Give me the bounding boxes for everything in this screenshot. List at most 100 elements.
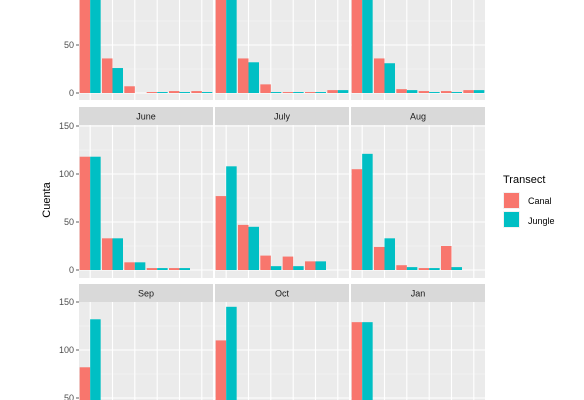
y-tick-label: 100: [59, 169, 74, 179]
bar-canal: [282, 256, 294, 270]
bar-canal: [191, 91, 202, 93]
bar-jungle: [315, 92, 326, 93]
bar-canal: [418, 91, 430, 93]
bar-canal: [374, 246, 385, 270]
legend-label-canal: Canal: [528, 196, 552, 206]
bar-canal: [351, 0, 363, 93]
bar-jungle: [179, 268, 190, 270]
facet-panel-july: July: [215, 107, 349, 278]
facet-panel-row1-2: [351, 0, 485, 100]
bar-canal: [282, 92, 294, 93]
bar-jungle: [270, 266, 282, 270]
legend-title: Transect: [503, 174, 545, 186]
bar-canal: [463, 90, 474, 93]
y-tick-label: 100: [59, 0, 74, 2]
panel-background: [215, 125, 349, 278]
bar-canal: [441, 246, 452, 270]
bar-canal: [102, 238, 113, 270]
bar-jungle: [293, 92, 304, 93]
bar-canal: [124, 262, 135, 270]
facet-panel-jan: Jan: [351, 284, 485, 400]
bar-jungle: [293, 266, 304, 270]
y-tick-label: 0: [69, 265, 74, 275]
bar-jungle: [270, 92, 282, 93]
panel-background: [351, 125, 485, 278]
bar-canal: [305, 92, 316, 93]
bar-jungle: [226, 306, 237, 400]
panel-background: [351, 0, 485, 100]
bar-jungle: [451, 92, 462, 93]
bar-canal: [351, 322, 363, 400]
bar-jungle: [384, 238, 395, 270]
bar-jungle: [429, 92, 440, 93]
bar-jungle: [362, 0, 373, 93]
panel-background: [79, 302, 213, 400]
bar-jungle: [337, 90, 349, 93]
y-tick-label: 50: [64, 40, 74, 50]
facet-panel-sep: Sep 50 100 150: [59, 284, 213, 400]
bar-canal: [146, 268, 158, 270]
facet-strip: [215, 284, 349, 302]
panel-background: [215, 0, 349, 100]
legend-swatch-canal: [504, 193, 519, 208]
bar-jungle: [179, 92, 190, 93]
panels-layer: 0 50 100 June 0 50 100 150 July Aug Sep 50 100 150 Oct…: [59, 0, 485, 400]
bar-canal: [215, 0, 227, 93]
facet-strip: [79, 284, 213, 302]
y-tick-label: 150: [59, 121, 74, 131]
bar-canal: [146, 92, 158, 93]
facet-strip-label: Aug: [410, 112, 426, 122]
bar-jungle: [90, 156, 101, 270]
facet-panel-row1-0: 0 50 100: [59, 0, 213, 100]
bar-canal: [305, 261, 316, 270]
bar-canal: [351, 169, 363, 270]
bar-canal: [238, 58, 249, 93]
facet-strip-label: Jan: [411, 289, 426, 299]
bar-jungle: [157, 268, 168, 270]
panel-background: [215, 302, 349, 400]
legend-label-jungle: Jungle: [528, 216, 555, 226]
y-tick-label: 50: [64, 217, 74, 227]
bar-jungle: [315, 261, 326, 270]
bar-canal: [79, 367, 91, 400]
bar-canal: [396, 265, 407, 270]
bar-canal: [441, 91, 452, 93]
bar-canal: [169, 268, 180, 270]
facet-strip-label: June: [136, 112, 156, 122]
facet-strip: [79, 107, 213, 125]
bar-jungle: [362, 153, 373, 270]
bar-jungle: [406, 267, 418, 270]
facet-strip-label: Oct: [275, 289, 290, 299]
facet-strip-label: Sep: [138, 289, 154, 299]
bar-jungle: [226, 0, 237, 93]
bar-canal: [238, 224, 249, 270]
bar-jungle: [201, 92, 213, 93]
bar-jungle: [112, 68, 123, 93]
bar-canal: [169, 91, 180, 93]
bar-jungle: [157, 92, 168, 93]
bar-jungle: [248, 62, 259, 93]
bar-jungle: [429, 268, 440, 270]
y-axis-title: Cuenta: [41, 181, 53, 217]
facet-strip: [215, 107, 349, 125]
bar-canal: [102, 58, 113, 93]
bar-canal: [260, 84, 271, 93]
facet-panel-row1-1: [215, 0, 349, 100]
facet-panel-june: June 0 50 100 150: [59, 107, 213, 278]
bar-jungle: [226, 166, 237, 270]
bar-canal: [124, 86, 135, 93]
bar-canal: [79, 156, 91, 270]
panel-background: [79, 0, 213, 100]
facet-panel-oct: Oct: [215, 284, 349, 400]
bar-jungle: [90, 0, 101, 93]
bar-canal: [215, 340, 227, 400]
bar-canal: [418, 268, 430, 270]
bar-jungle: [134, 262, 146, 270]
bar-jungle: [90, 319, 101, 400]
bar-canal: [260, 255, 271, 270]
bar-jungle: [473, 90, 485, 93]
y-tick-label: 0: [69, 88, 74, 98]
legend-swatch-jungle: [504, 212, 519, 227]
facet-strip: [351, 284, 485, 302]
